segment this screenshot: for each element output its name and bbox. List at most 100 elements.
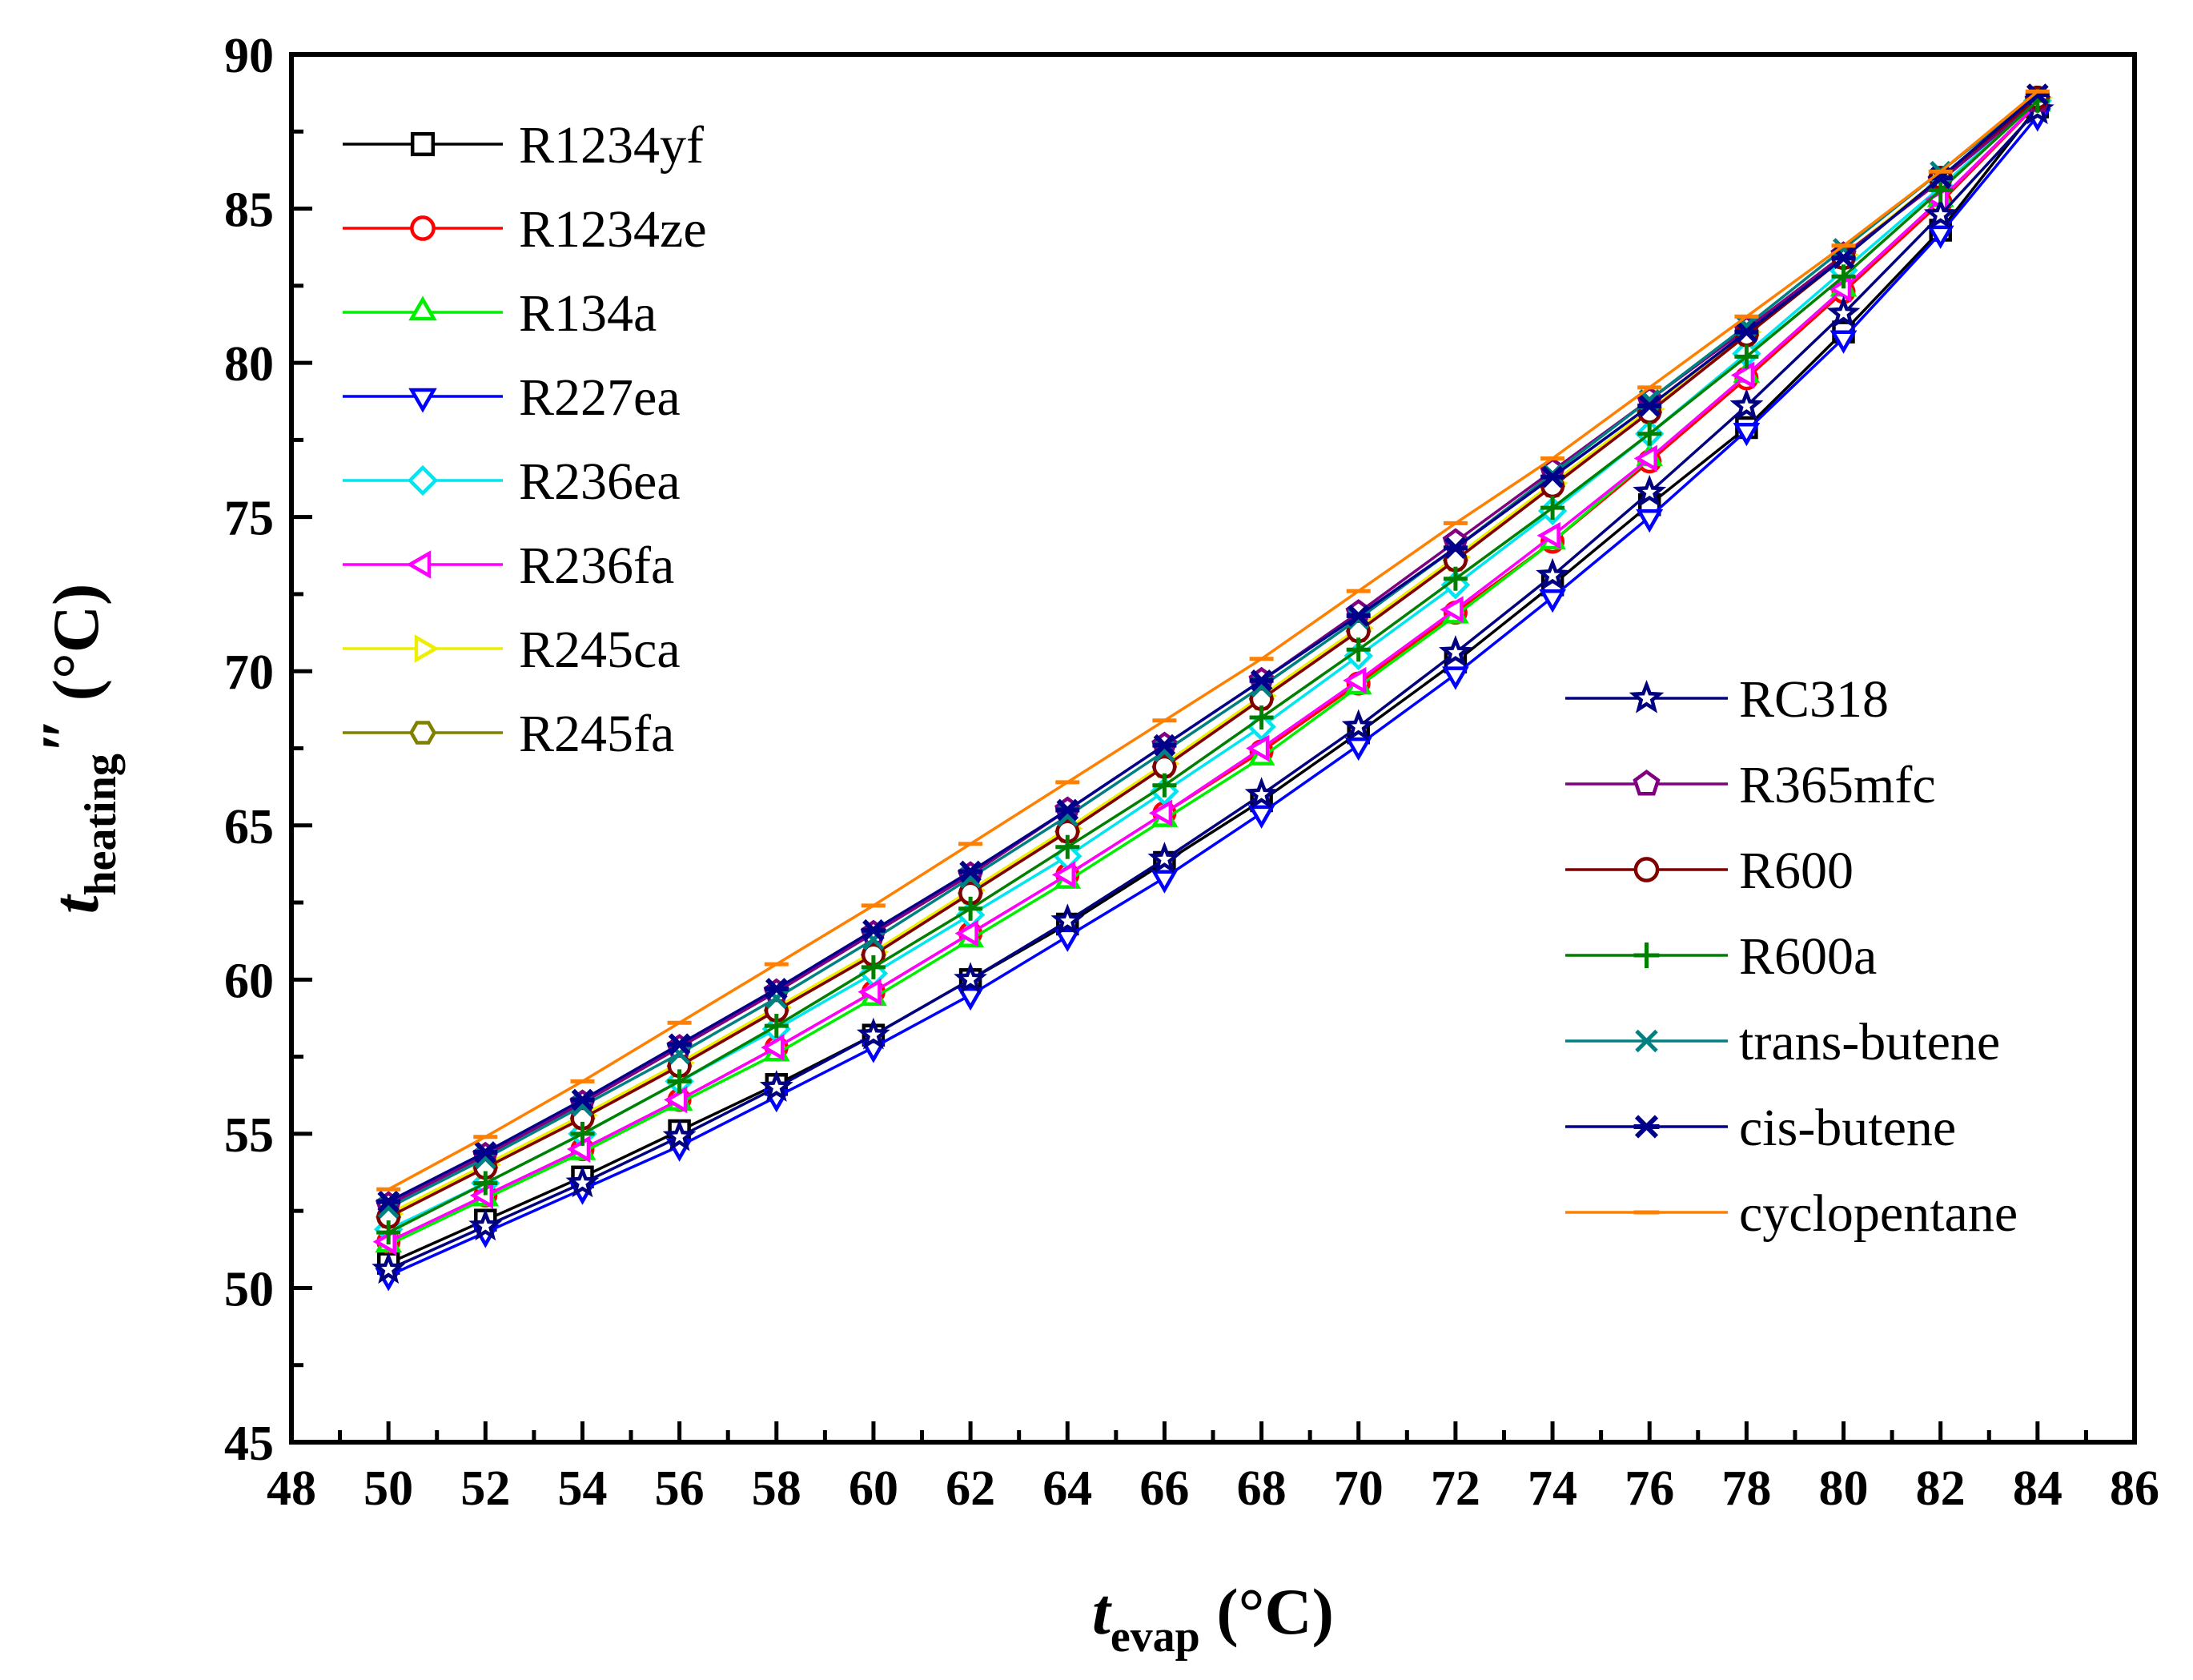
data-point <box>376 1220 401 1245</box>
series-line <box>388 109 2039 1271</box>
y-tick-label: 85 <box>224 183 274 238</box>
data-point <box>662 1119 697 1151</box>
data-point <box>1928 178 1953 203</box>
data-point <box>957 987 984 1011</box>
legend-item: R1234yf <box>343 116 704 175</box>
data-point <box>1244 777 1279 810</box>
x-tick-label: 76 <box>1625 1461 1674 1516</box>
legend-marker <box>408 295 437 321</box>
legend-label: R227ea <box>519 368 681 427</box>
series-layer <box>372 83 2054 1292</box>
x-tick-label: 66 <box>1139 1461 1189 1516</box>
y-tick-label: 90 <box>224 29 274 83</box>
legend-item: RC318 <box>1565 670 1889 729</box>
legend-label: cis-butene <box>1739 1099 1956 1157</box>
y-tick-label: 75 <box>224 492 274 546</box>
series-line <box>388 93 2038 1204</box>
data-point <box>1341 709 1376 742</box>
x-tick-label: 70 <box>1334 1461 1384 1516</box>
legend-marker <box>410 215 436 241</box>
data-point <box>1148 799 1173 827</box>
data-point <box>1443 537 1468 560</box>
legend-top-left: R1234yf R1234ze R134a R227ea R236ea R236fa R24… <box>343 116 707 763</box>
data-point <box>1346 605 1371 627</box>
y-axis-ticks: 45 50 55 60 65 70 75 80 85 90 <box>224 29 312 1471</box>
data-point <box>1051 861 1076 889</box>
legend-label: R236ea <box>519 452 681 511</box>
data-point <box>570 1088 595 1111</box>
data-point <box>861 955 886 979</box>
legend-marker <box>409 721 436 745</box>
data-point <box>1249 669 1274 692</box>
data-point <box>1151 870 1179 894</box>
data-point <box>958 860 983 883</box>
y-tick-label: 55 <box>224 1108 274 1163</box>
data-point <box>1343 666 1367 694</box>
data-point <box>1247 805 1275 829</box>
data-point <box>1734 344 1759 369</box>
series-R600a <box>376 88 2050 1245</box>
legend-marker <box>408 388 437 413</box>
data-point <box>858 978 882 1006</box>
data-point <box>1438 635 1472 667</box>
legend-label: trans-butene <box>1739 1013 2000 1071</box>
series-cis-butene <box>376 83 2050 1213</box>
x-tick-label: 80 <box>1819 1461 1869 1516</box>
data-point <box>1633 444 1657 472</box>
data-point <box>1344 737 1372 762</box>
legend-item: R1234ze <box>343 200 707 259</box>
x-axis-title: tevap (°C) <box>1092 1575 1334 1662</box>
data-point <box>1055 834 1080 859</box>
series-line <box>388 96 2038 1219</box>
data-point <box>565 1165 600 1198</box>
data-point <box>1540 496 1565 520</box>
legend-label: RC318 <box>1739 670 1889 729</box>
data-point <box>759 1070 793 1102</box>
data-point <box>664 1086 688 1114</box>
x-tick-label: 64 <box>1042 1461 1092 1516</box>
data-point <box>1539 589 1566 613</box>
series-line <box>388 93 2038 1209</box>
legend-label: R1234ze <box>519 200 707 259</box>
x-axis-title-main: t <box>1092 1575 1112 1648</box>
legend-marker <box>1635 1029 1658 1053</box>
data-point <box>1147 842 1182 874</box>
legend-label: R245fa <box>519 705 674 763</box>
legend-marker <box>407 464 439 496</box>
x-tick-label: 54 <box>557 1461 607 1516</box>
series-line <box>388 115 2039 1277</box>
x-tick-label: 62 <box>946 1461 995 1516</box>
legend-label: cyclopentane <box>1739 1184 2018 1243</box>
x-tick-label: 72 <box>1431 1461 1480 1516</box>
data-point <box>667 1033 692 1056</box>
data-point <box>1536 557 1570 590</box>
x-tick-label: 60 <box>849 1461 898 1516</box>
x-tick-label: 82 <box>1916 1461 1966 1516</box>
data-point <box>1734 320 1759 344</box>
legend-item: R227ea <box>343 368 681 427</box>
data-point <box>1442 666 1469 690</box>
data-point <box>1923 197 1958 230</box>
data-point <box>1729 388 1764 420</box>
y-tick-label: 70 <box>224 645 274 700</box>
series-RC318 <box>372 92 2054 1284</box>
legend-item: R600a <box>1565 927 1877 986</box>
x-tick-label: 86 <box>2110 1461 2159 1516</box>
y-tick-label: 80 <box>224 337 274 392</box>
y-tick-label: 50 <box>224 1262 274 1316</box>
data-point <box>1733 423 1761 447</box>
data-point <box>372 1252 406 1284</box>
legend-label: R1234yf <box>519 116 704 175</box>
legend-label: R236fa <box>519 537 674 595</box>
data-point <box>1831 264 1856 289</box>
legend-label: R365mfc <box>1739 756 1936 814</box>
data-point <box>1050 903 1085 935</box>
legend-item: cis-butene <box>1565 1099 1956 1157</box>
legend-marker <box>1633 770 1661 796</box>
data-point <box>1346 637 1371 662</box>
x-tick-label: 78 <box>1721 1461 1771 1516</box>
series-line <box>388 102 2039 1244</box>
data-point <box>468 1208 503 1241</box>
data-point <box>761 1034 785 1061</box>
data-point <box>958 896 983 921</box>
